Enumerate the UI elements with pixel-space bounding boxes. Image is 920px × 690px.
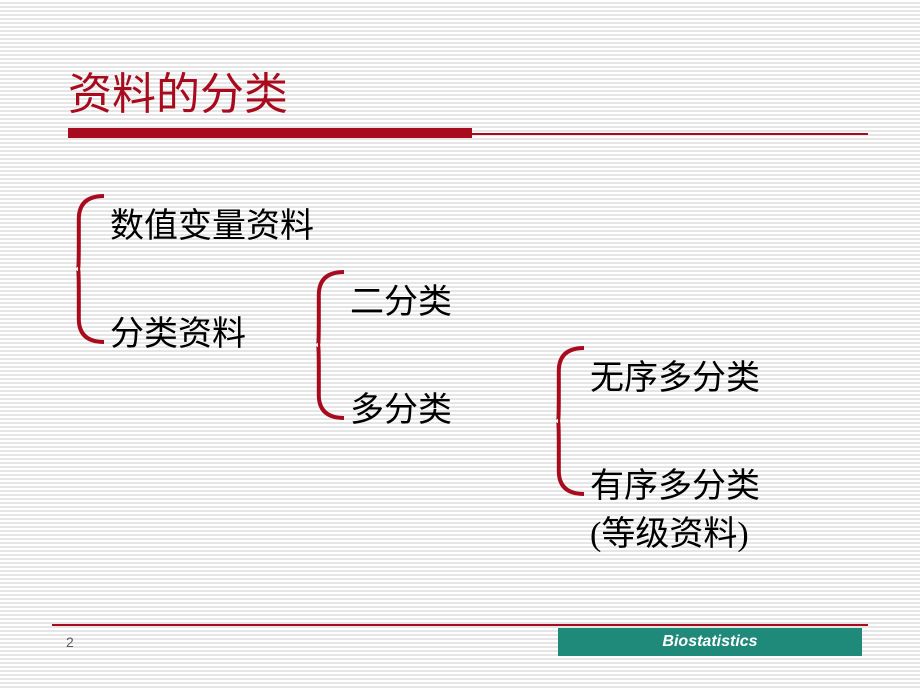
slide-title: 资料的分类 [68,58,288,122]
node-ordinal-label: (等级资料) [590,506,749,555]
node-unordered-multi: 无序多分类 [590,350,760,399]
footer-badge: Biostatistics [558,628,862,656]
node-ordered-multi: 有序多分类 [590,458,760,507]
brace-icon [556,346,584,496]
title-rule-thick [68,128,472,138]
page-number: 2 [66,634,74,650]
node-binary: 二分类 [350,274,452,323]
footer-rule [52,624,868,626]
node-categorical: 分类资料 [110,306,246,355]
brace-icon [316,270,344,420]
brace-icon [76,194,104,344]
node-numeric-variable: 数值变量资料 [110,198,314,247]
slide: 资料的分类 数值变量资料 分类资料 二分类 多分类 无序多分类 有序多分类 (等… [0,0,920,690]
node-multi: 多分类 [350,382,452,431]
title-rule-thin [472,133,868,135]
